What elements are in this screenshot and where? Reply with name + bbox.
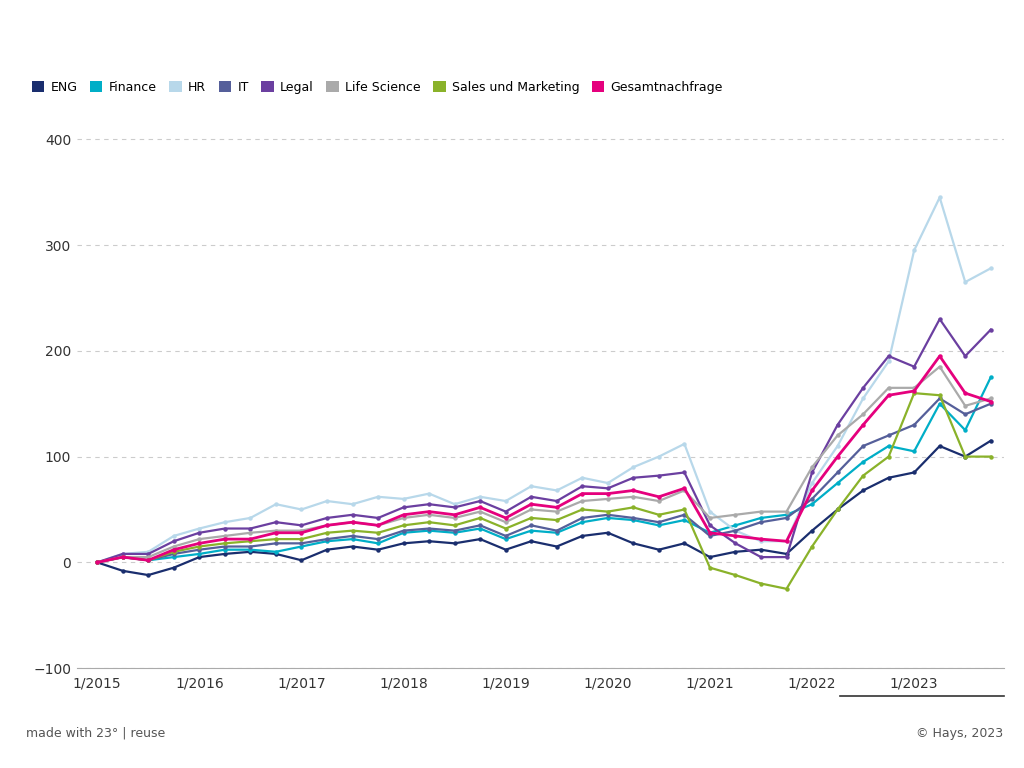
- Text: © Hays, 2023: © Hays, 2023: [916, 727, 1004, 740]
- Text: HAYS-FACHKRÄFTE-INDEX DEUTSCHLAND: HAYS-FACHKRÄFTE-INDEX DEUTSCHLAND: [26, 22, 607, 47]
- Legend: ENG, Finance, HR, IT, Legal, Life Science, Sales und Marketing, Gesamtnachfrage: ENG, Finance, HR, IT, Legal, Life Scienc…: [27, 76, 728, 99]
- Text: made with 23° | reuse: made with 23° | reuse: [26, 727, 165, 740]
